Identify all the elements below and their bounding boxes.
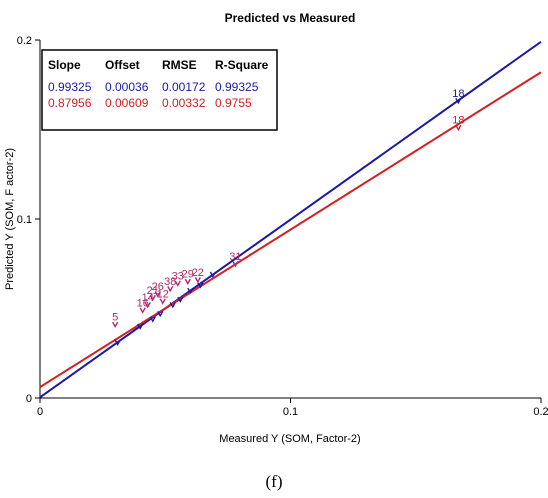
- regression-line: [39, 71, 542, 388]
- data-point: [149, 316, 156, 323]
- x-tick-label: 0.1: [283, 406, 298, 418]
- data-point: [169, 302, 176, 309]
- chart: Predicted vs Measured 0 0.1 0.2 0 0.1 0.2 18 5…: [4, 11, 548, 445]
- legend-value: 0.99325: [215, 80, 259, 94]
- data-point: [455, 98, 462, 105]
- data-point: [112, 321, 119, 329]
- legend-header: Slope: [48, 58, 81, 72]
- data-point: [149, 294, 156, 302]
- data-point: [174, 280, 181, 287]
- legend-header: RMSE: [162, 58, 197, 72]
- point-label: 33: [172, 270, 184, 282]
- x-tick-label: 0.2: [533, 406, 548, 418]
- x-tick-label: 0: [37, 406, 43, 418]
- data-point: [139, 307, 146, 314]
- point-label: 16: [137, 297, 149, 309]
- legend-value: 0.00609: [105, 96, 149, 110]
- point-label: 18: [452, 88, 464, 100]
- data-point: [184, 278, 191, 286]
- point-label: 29: [182, 269, 194, 281]
- point-label: 38: [164, 276, 176, 288]
- data-point: [455, 124, 462, 132]
- point-label: 12: [157, 288, 169, 300]
- data-point: [159, 298, 166, 305]
- legend-header: R-Square: [215, 58, 269, 72]
- legend-value: 0.99325: [48, 80, 92, 94]
- point-label: 31: [229, 251, 241, 263]
- y-axis-label: Predicted Y (SOM, F actor-2): [4, 148, 16, 290]
- data-point: [157, 311, 164, 318]
- data-point: [114, 339, 121, 346]
- stats-legend-box: [41, 49, 278, 131]
- point-label: 14: [142, 292, 154, 304]
- data-point: [232, 260, 239, 268]
- point-label: 18: [452, 115, 464, 127]
- figure-caption: (f): [265, 472, 283, 491]
- chart-title: Predicted vs Measured: [225, 11, 356, 25]
- y-tick-label: 0: [26, 393, 32, 405]
- data-point: [194, 277, 201, 284]
- data-point: [144, 302, 151, 309]
- data-point: [187, 287, 194, 295]
- legend-value: 0.00332: [162, 96, 206, 110]
- legend-header: Offset: [105, 58, 140, 72]
- data-point: [177, 296, 184, 303]
- data-point: [137, 323, 144, 330]
- stats-legend: Slope Offset RMSE R-Square 0.99325 0.00036 0.0…: [41, 49, 278, 131]
- point-label: 22: [192, 267, 204, 279]
- data-point: [209, 271, 216, 278]
- legend-value: 0.87956: [48, 96, 92, 110]
- legend-value: 0.9755: [215, 96, 252, 110]
- point-label: 5: [112, 312, 118, 324]
- point-label: 26: [152, 281, 164, 293]
- y-tick-label: 0.2: [17, 35, 32, 47]
- x-axis-label: Measured Y (SOM, Factor-2): [219, 433, 360, 445]
- data-point: [197, 282, 204, 289]
- y-tick-label: 0.1: [17, 214, 32, 226]
- legend-value: 0.00172: [162, 80, 206, 94]
- data-point: [154, 291, 161, 298]
- data-point: [167, 285, 174, 293]
- legend-value: 0.00036: [105, 80, 149, 94]
